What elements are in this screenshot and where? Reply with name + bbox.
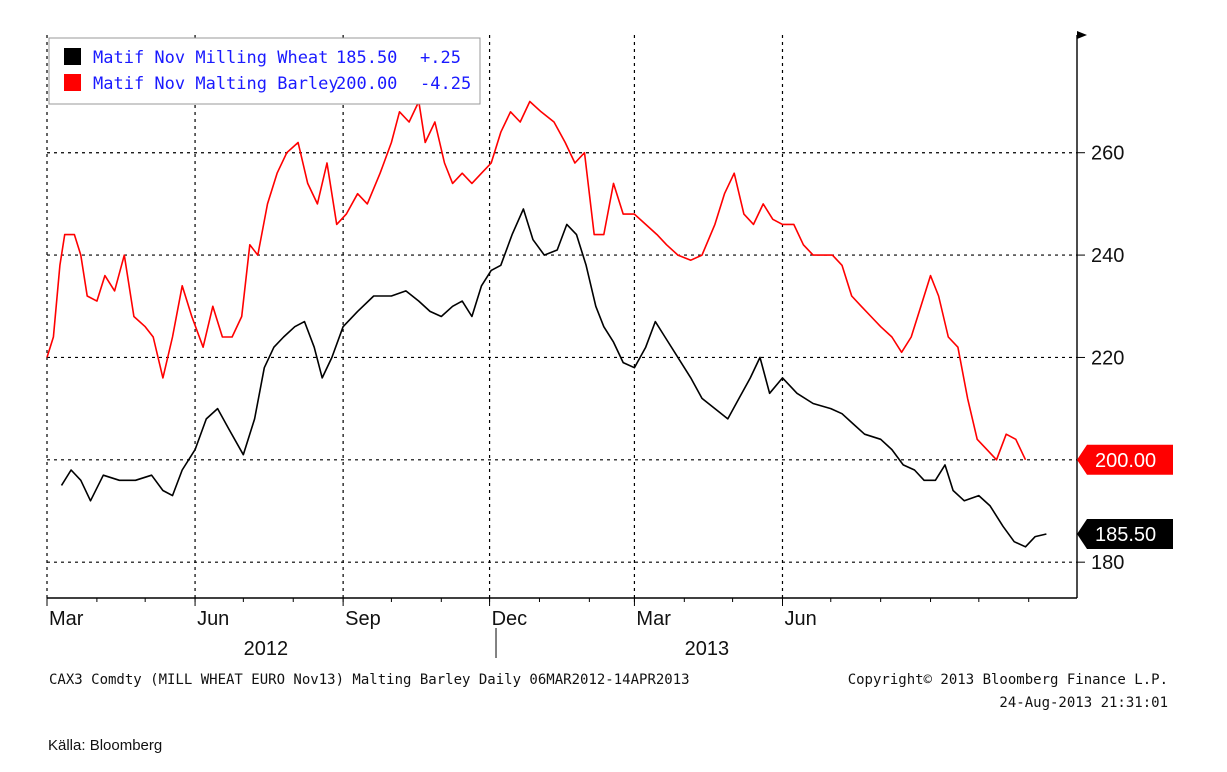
y-tick-label: 260 [1091, 143, 1124, 165]
y-axis-arrow [1077, 31, 1087, 39]
badge-barley-label: 200.00 [1095, 450, 1156, 472]
x-tick-label: Jun [784, 608, 816, 630]
legend-label-barley: Matif Nov Malting Barley [93, 74, 339, 94]
source-note: Källa: Bloomberg [48, 737, 163, 754]
x-tick-label: Sep [345, 608, 381, 630]
year-label: 2013 [685, 638, 730, 660]
x-tick-label: Mar [636, 608, 671, 630]
legend: Matif Nov Milling Wheat 185.50 +.25 Mati… [48, 37, 481, 105]
y-tick-label: 220 [1091, 347, 1124, 369]
legend-label-wheat: Matif Nov Milling Wheat [93, 48, 328, 68]
x-axis-ticks: Mar Jun Sep Dec Mar Jun [46, 598, 1030, 630]
year-labels: 2012 2013 [244, 638, 729, 660]
footer-copyright: Copyright© 2013 Bloomberg Finance L.P. [848, 672, 1168, 688]
y-tick-label: 180 [1091, 552, 1124, 574]
legend-value-barley: 200.00 [336, 74, 397, 94]
legend-value-wheat: 185.50 [336, 48, 397, 68]
x-tick-label: Dec [492, 608, 528, 630]
legend-swatch-barley [64, 74, 81, 91]
footer-timestamp: 24-Aug-2013 21:31:01 [999, 695, 1168, 711]
series-lines [46, 100, 1047, 548]
series-line-barley [46, 100, 1027, 461]
legend-change-wheat: +.25 [420, 48, 461, 68]
year-label: 2012 [244, 638, 289, 660]
grid [46, 35, 1077, 598]
badge-barley-shape [1077, 444, 1173, 475]
badge-wheat-label: 185.50 [1095, 524, 1156, 546]
x-tick-label: Mar [49, 608, 84, 630]
axes [47, 31, 1087, 599]
footer-left: CAX3 Comdty (MILL WHEAT EURO Nov13) Malt… [49, 672, 690, 688]
x-tick-label: Jun [197, 608, 229, 630]
y-tick-label: 240 [1091, 245, 1124, 267]
legend-change-barley: -4.25 [420, 74, 471, 94]
last-price-badges: 200.00 185.50 [1077, 444, 1173, 550]
y-axis-ticks: 180200220240260 [1077, 143, 1124, 574]
legend-swatch-wheat [64, 48, 81, 65]
plot-area [47, 35, 1077, 598]
series-line-wheat [60, 208, 1047, 548]
badge-wheat-shape [1077, 519, 1173, 550]
legend-box [48, 37, 481, 105]
